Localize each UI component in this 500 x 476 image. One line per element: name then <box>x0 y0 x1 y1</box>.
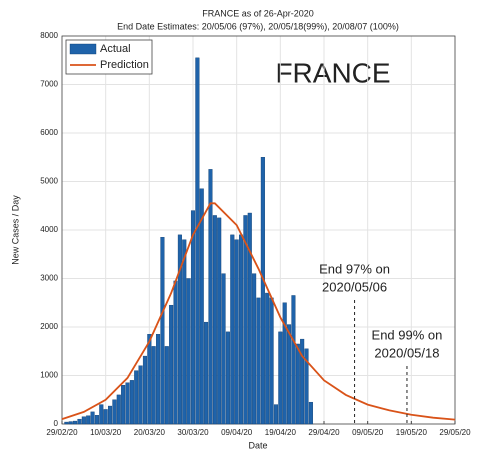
bar <box>238 234 244 425</box>
x-tick-label: 29/02/20 <box>46 428 78 437</box>
prediction-line <box>61 202 456 421</box>
x-tick-label: 30/03/20 <box>177 428 209 437</box>
bar <box>212 215 217 425</box>
annotation-text: 2020/05/18 <box>374 345 439 360</box>
annotation-text: End 97% on <box>319 261 390 276</box>
annotation-text: End 99% on <box>372 327 443 342</box>
bar <box>256 297 261 425</box>
y-tick-label: 5000 <box>40 177 58 186</box>
y-tick-label: 3000 <box>40 274 58 283</box>
bar <box>247 212 252 425</box>
bar <box>204 321 209 425</box>
legend-label: Prediction <box>100 59 149 71</box>
bar <box>221 273 226 425</box>
bar <box>190 210 196 425</box>
y-tick-label: 4000 <box>40 225 58 234</box>
bar <box>208 169 213 425</box>
bar <box>186 278 191 425</box>
bar <box>142 355 148 425</box>
y-tick-label: 2000 <box>40 322 58 331</box>
bar <box>278 331 283 425</box>
chart-title: FRANCE as of 26-Apr-2020 <box>202 8 314 18</box>
bar <box>173 280 178 425</box>
bar <box>116 394 121 425</box>
y-tick-label: 7000 <box>40 80 58 89</box>
x-tick-label: 19/05/20 <box>396 428 428 437</box>
bar <box>273 404 279 425</box>
y-tick-label: 0 <box>54 419 59 428</box>
bar <box>160 237 165 425</box>
bar <box>125 382 130 425</box>
x-tick-label: 10/03/20 <box>90 428 122 437</box>
bar <box>252 273 257 425</box>
bar <box>177 234 182 425</box>
bar <box>64 421 69 425</box>
x-tick-label: 19/04/20 <box>265 428 297 437</box>
bar <box>291 295 296 425</box>
bar <box>138 365 143 425</box>
bar <box>134 370 139 425</box>
bar <box>169 304 174 425</box>
bar <box>287 324 292 425</box>
bar <box>129 380 134 425</box>
bar <box>112 399 117 425</box>
bar <box>103 409 108 425</box>
bar <box>195 57 200 425</box>
annotation-text: 2020/05/06 <box>322 279 387 294</box>
bar <box>94 415 99 425</box>
y-tick-label: 8000 <box>40 31 58 40</box>
y-tick-label: 1000 <box>40 371 58 380</box>
legend-swatch <box>69 43 97 55</box>
bar <box>147 334 152 425</box>
bar <box>260 157 265 425</box>
bar <box>156 334 161 425</box>
x-tick-label: 20/03/20 <box>134 428 166 437</box>
x-tick-label: 29/05/20 <box>439 428 471 437</box>
bar <box>107 405 113 425</box>
bar <box>304 348 309 425</box>
bar <box>295 343 300 425</box>
x-tick-label: 29/04/20 <box>308 428 340 437</box>
bar <box>68 421 73 425</box>
bar <box>151 346 156 425</box>
bar <box>217 217 222 425</box>
x-axis-label: Date <box>248 440 267 450</box>
bar <box>121 385 126 425</box>
bar <box>164 346 169 425</box>
y-tick-label: 6000 <box>40 128 58 137</box>
bar <box>282 302 287 425</box>
y-axis-label: New Cases / Day <box>10 195 20 265</box>
x-tick-label: 09/05/20 <box>352 428 384 437</box>
bar <box>182 239 187 425</box>
bar <box>234 239 239 425</box>
bar <box>300 338 305 425</box>
bar <box>243 215 248 425</box>
bar <box>230 234 235 425</box>
bar <box>225 331 230 425</box>
bar <box>77 418 82 425</box>
bar <box>86 415 91 425</box>
bar <box>81 416 86 425</box>
bar <box>269 297 274 425</box>
bar <box>265 292 270 425</box>
x-tick-label: 09/04/20 <box>221 428 253 437</box>
bar <box>90 411 95 425</box>
legend-label: Actual <box>100 43 131 55</box>
bar <box>308 401 313 425</box>
country-label: FRANCE <box>275 57 390 88</box>
bar <box>199 188 204 425</box>
bar <box>73 420 78 425</box>
chart-subtitle: End Date Estimates: 20/05/06 (97%), 20/0… <box>117 21 399 31</box>
bar <box>99 404 104 425</box>
